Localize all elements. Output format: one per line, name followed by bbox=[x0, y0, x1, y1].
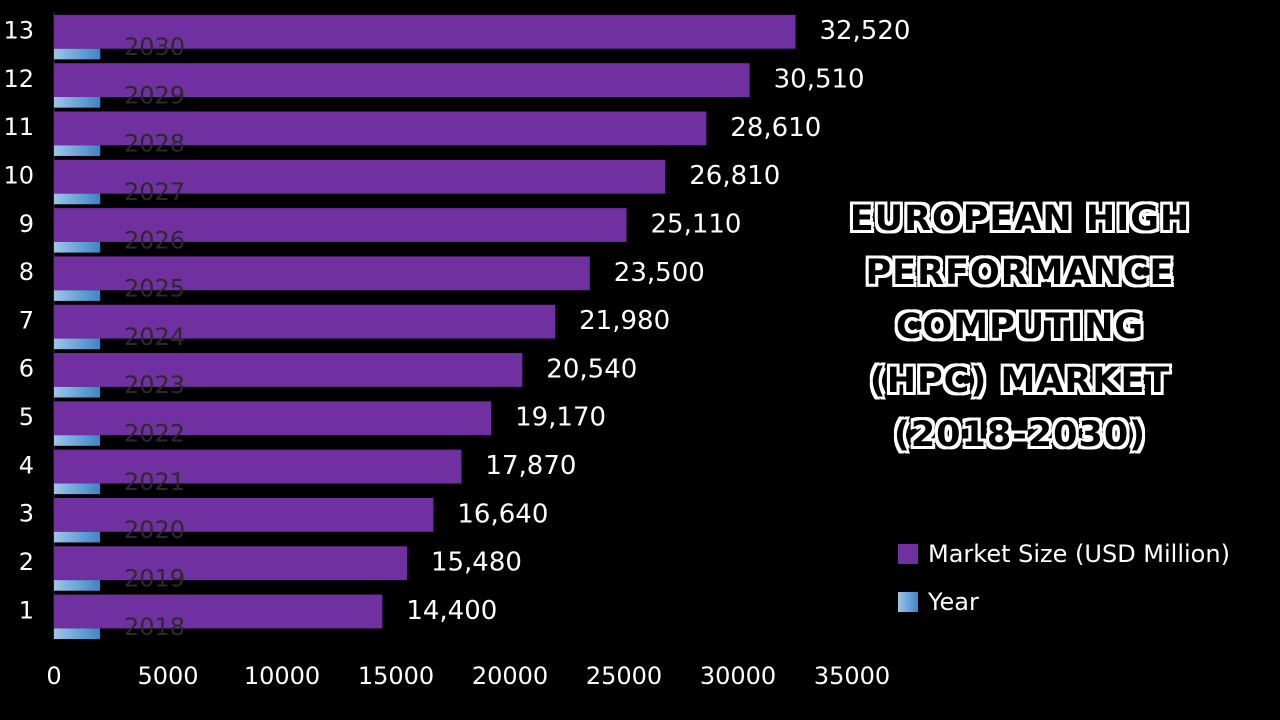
category-label-9: 9 bbox=[19, 210, 34, 238]
year-label-8: 2025 bbox=[124, 275, 185, 303]
category-label-8: 8 bbox=[19, 258, 34, 286]
bar-market-size-13 bbox=[54, 14, 796, 49]
bar-year-6 bbox=[54, 386, 101, 398]
legend-item-year: Year bbox=[898, 578, 1230, 626]
bar-year-3 bbox=[54, 531, 101, 543]
x-tick-label-35000: 35000 bbox=[814, 662, 890, 690]
chart-title: EUROPEAN HIGH PERFORMANCE COMPUTING (HPC… bbox=[790, 192, 1250, 462]
value-label-8: 23,500 bbox=[614, 258, 705, 288]
legend-label-year: Year bbox=[928, 588, 979, 616]
year-label-9: 2026 bbox=[124, 226, 185, 254]
value-label-5: 19,170 bbox=[515, 403, 606, 433]
bar-market-size-3 bbox=[54, 497, 434, 532]
year-label-7: 2024 bbox=[124, 323, 185, 351]
bar-market-size-12 bbox=[54, 63, 750, 98]
x-tick-label-25000: 25000 bbox=[586, 662, 662, 690]
bar-year-9 bbox=[54, 241, 101, 253]
year-label-1: 2018 bbox=[124, 613, 185, 641]
category-label-4: 4 bbox=[19, 451, 34, 479]
value-label-13: 32,520 bbox=[819, 16, 910, 46]
value-label-10: 26,810 bbox=[689, 161, 780, 191]
x-tick-label-5000: 5000 bbox=[137, 662, 198, 690]
bar-market-size-8 bbox=[54, 256, 590, 291]
x-tick-label-30000: 30000 bbox=[700, 662, 776, 690]
x-tick-label-0: 0 bbox=[46, 662, 61, 690]
bar-market-size-6 bbox=[54, 353, 523, 387]
legend-item-market-size: Market Size (USD Million) bbox=[898, 530, 1230, 578]
category-label-3: 3 bbox=[19, 500, 34, 528]
year-label-5: 2022 bbox=[124, 420, 185, 448]
category-label-5: 5 bbox=[19, 403, 34, 431]
legend-swatch-year bbox=[898, 592, 918, 612]
bar-market-size-9 bbox=[54, 208, 627, 242]
bar-year-11 bbox=[54, 145, 101, 156]
category-label-1: 1 bbox=[19, 596, 34, 624]
value-label-7: 21,980 bbox=[579, 306, 670, 336]
legend-swatch-market-size bbox=[898, 544, 918, 564]
bar-year-13 bbox=[54, 48, 101, 60]
year-label-3: 2020 bbox=[124, 516, 185, 544]
title-line-1: EUROPEAN HIGH bbox=[849, 199, 1191, 239]
x-tick-label-20000: 20000 bbox=[472, 662, 548, 690]
bar-market-size-4 bbox=[54, 449, 462, 484]
title-line-3: COMPUTING bbox=[895, 307, 1145, 347]
category-label-7: 7 bbox=[19, 306, 34, 334]
category-label-11: 11 bbox=[3, 113, 34, 141]
value-label-1: 14,400 bbox=[406, 596, 497, 626]
bar-year-4 bbox=[54, 483, 101, 495]
bar-year-1 bbox=[54, 628, 101, 640]
year-label-6: 2023 bbox=[124, 371, 185, 399]
category-label-12: 12 bbox=[3, 65, 34, 93]
legend: Market Size (USD Million) Year bbox=[898, 530, 1230, 626]
bar-year-5 bbox=[54, 435, 101, 446]
year-label-2: 2019 bbox=[124, 564, 185, 592]
bar-market-size-5 bbox=[54, 401, 492, 436]
bar-year-7 bbox=[54, 338, 101, 350]
bar-market-size-1 bbox=[54, 594, 383, 629]
bar-market-size-2 bbox=[54, 546, 407, 581]
bar-year-12 bbox=[54, 97, 101, 108]
value-label-6: 20,540 bbox=[546, 354, 637, 384]
bar-market-size-10 bbox=[54, 159, 666, 194]
year-label-11: 2028 bbox=[124, 130, 185, 158]
year-label-4: 2021 bbox=[124, 468, 185, 496]
value-label-3: 16,640 bbox=[457, 499, 548, 529]
category-label-10: 10 bbox=[3, 161, 34, 189]
year-label-10: 2027 bbox=[124, 178, 185, 206]
bar-year-2 bbox=[54, 580, 101, 591]
x-tick-label-15000: 15000 bbox=[358, 662, 434, 690]
category-label-6: 6 bbox=[19, 355, 34, 383]
year-label-13: 2030 bbox=[124, 33, 185, 61]
title-line-4: (HPC) MARKET bbox=[869, 361, 1171, 401]
year-label-12: 2029 bbox=[124, 81, 185, 109]
bar-year-8 bbox=[54, 290, 101, 301]
value-label-9: 25,110 bbox=[651, 209, 742, 239]
value-label-11: 28,610 bbox=[730, 113, 821, 143]
value-label-12: 30,510 bbox=[774, 65, 865, 95]
x-tick-label-10000: 10000 bbox=[244, 662, 320, 690]
bar-market-size-11 bbox=[54, 111, 707, 146]
bar-year-10 bbox=[54, 193, 101, 205]
category-label-2: 2 bbox=[19, 548, 34, 576]
title-line-5: (2018-2030) bbox=[893, 415, 1147, 455]
value-label-4: 17,870 bbox=[485, 451, 576, 481]
value-label-2: 15,480 bbox=[431, 548, 522, 578]
legend-label-market-size: Market Size (USD Million) bbox=[928, 540, 1230, 568]
bar-market-size-7 bbox=[54, 304, 556, 339]
title-line-2: PERFORMANCE bbox=[865, 253, 1175, 293]
category-label-13: 13 bbox=[3, 17, 34, 45]
